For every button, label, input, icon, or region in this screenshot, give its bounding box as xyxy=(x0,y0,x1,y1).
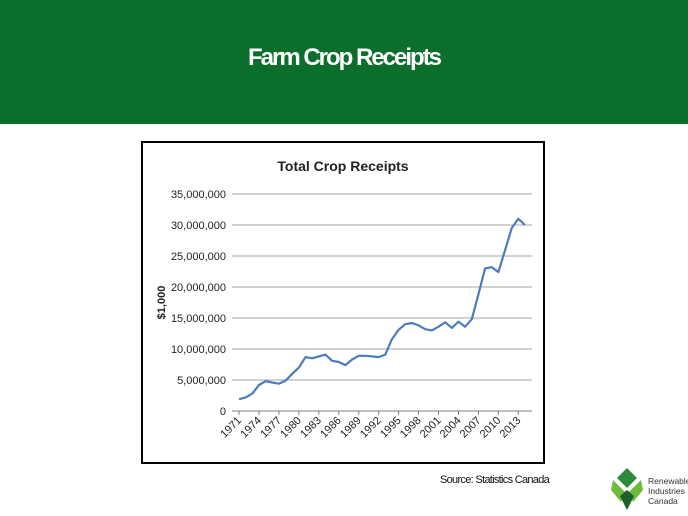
data-point xyxy=(491,266,493,268)
chart-frame: Total Crop Receipts 0 5,000,000 10,000,000… xyxy=(141,141,545,464)
data-point xyxy=(477,293,479,295)
y-tick-label: 35,000,000 xyxy=(171,189,226,201)
x-tick-label: 1992 xyxy=(358,415,384,441)
y-axis-label: $1,000 xyxy=(156,286,168,320)
data-point xyxy=(325,354,327,356)
data-point xyxy=(484,267,486,269)
data-point xyxy=(524,224,526,226)
data-point xyxy=(358,355,360,357)
x-tick-label: 1986 xyxy=(318,415,344,441)
x-tick-label: 1995 xyxy=(378,415,404,441)
data-point xyxy=(411,322,413,324)
data-point xyxy=(285,380,287,382)
series-line xyxy=(238,217,526,401)
data-point xyxy=(371,355,373,357)
x-tick-label: 1989 xyxy=(338,415,364,441)
data-point xyxy=(404,323,406,325)
y-tick-label: 30,000,000 xyxy=(171,220,226,232)
data-point xyxy=(245,396,247,398)
data-point xyxy=(458,321,460,323)
data-point xyxy=(318,355,320,357)
data-point xyxy=(464,326,466,328)
data-point xyxy=(305,356,307,358)
logo-line-2: Industries xyxy=(648,486,685,496)
data-point xyxy=(384,354,386,356)
data-point xyxy=(298,367,300,369)
x-tick-label: 1998 xyxy=(398,415,424,441)
line-chart: 0 5,000,000 10,000,000 15,000,000 20,000,000… xyxy=(156,189,532,441)
data-point xyxy=(338,361,340,363)
data-point xyxy=(517,218,519,220)
x-tick-label: 2010 xyxy=(478,415,504,441)
x-tick-label: 2013 xyxy=(498,415,524,441)
data-point xyxy=(418,324,420,326)
data-point xyxy=(364,355,366,357)
x-tick-label: 1974 xyxy=(238,415,264,441)
data-point xyxy=(278,383,280,385)
logo-line-3: Canada xyxy=(648,496,678,506)
y-tick-label: 0 xyxy=(220,406,226,418)
x-tick-label: 2004 xyxy=(438,415,464,441)
data-point xyxy=(344,364,346,366)
data-point xyxy=(497,271,499,273)
logo-line-1: Renewable xyxy=(648,476,688,486)
data-point xyxy=(438,326,440,328)
data-point xyxy=(331,360,333,362)
data-point xyxy=(258,384,260,386)
y-tick-label: 15,000,000 xyxy=(171,313,226,325)
data-point xyxy=(424,328,426,330)
logo-wordmark: Renewable Industries Canada xyxy=(648,476,688,506)
x-tick-label: 1971 xyxy=(218,415,244,441)
data-point xyxy=(391,338,393,340)
y-tick-label: 10,000,000 xyxy=(171,344,226,356)
green-leaf-mark-icon xyxy=(611,468,643,510)
source-note: Source: Statistics Canada xyxy=(440,474,550,486)
data-point xyxy=(451,327,453,329)
data-point xyxy=(271,382,273,384)
x-tick-label: 2001 xyxy=(418,415,444,441)
data-point xyxy=(398,329,400,331)
data-point xyxy=(238,398,240,400)
data-point xyxy=(471,318,473,320)
title-banner: Farm Crop Receipts xyxy=(0,0,688,124)
x-tick-label: 2007 xyxy=(458,415,484,441)
x-tick-label: 1980 xyxy=(278,415,304,441)
chart-title: Total Crop Receipts xyxy=(277,158,409,174)
data-point xyxy=(431,329,433,331)
data-point xyxy=(291,373,293,375)
data-point xyxy=(311,357,313,359)
y-tick-label: 20,000,000 xyxy=(171,282,226,294)
x-tick-label: 1977 xyxy=(258,415,284,441)
data-point xyxy=(504,249,506,251)
data-point xyxy=(511,227,513,229)
data-point xyxy=(251,393,253,395)
data-point xyxy=(351,359,353,361)
slide-title: Farm Crop Receipts xyxy=(247,44,442,71)
y-tick-label: 5,000,000 xyxy=(177,375,226,387)
y-tick-label: 25,000,000 xyxy=(171,251,226,263)
x-tick-label: 1983 xyxy=(298,415,324,441)
data-point xyxy=(444,321,446,323)
data-point xyxy=(265,380,267,382)
data-point xyxy=(378,356,380,358)
